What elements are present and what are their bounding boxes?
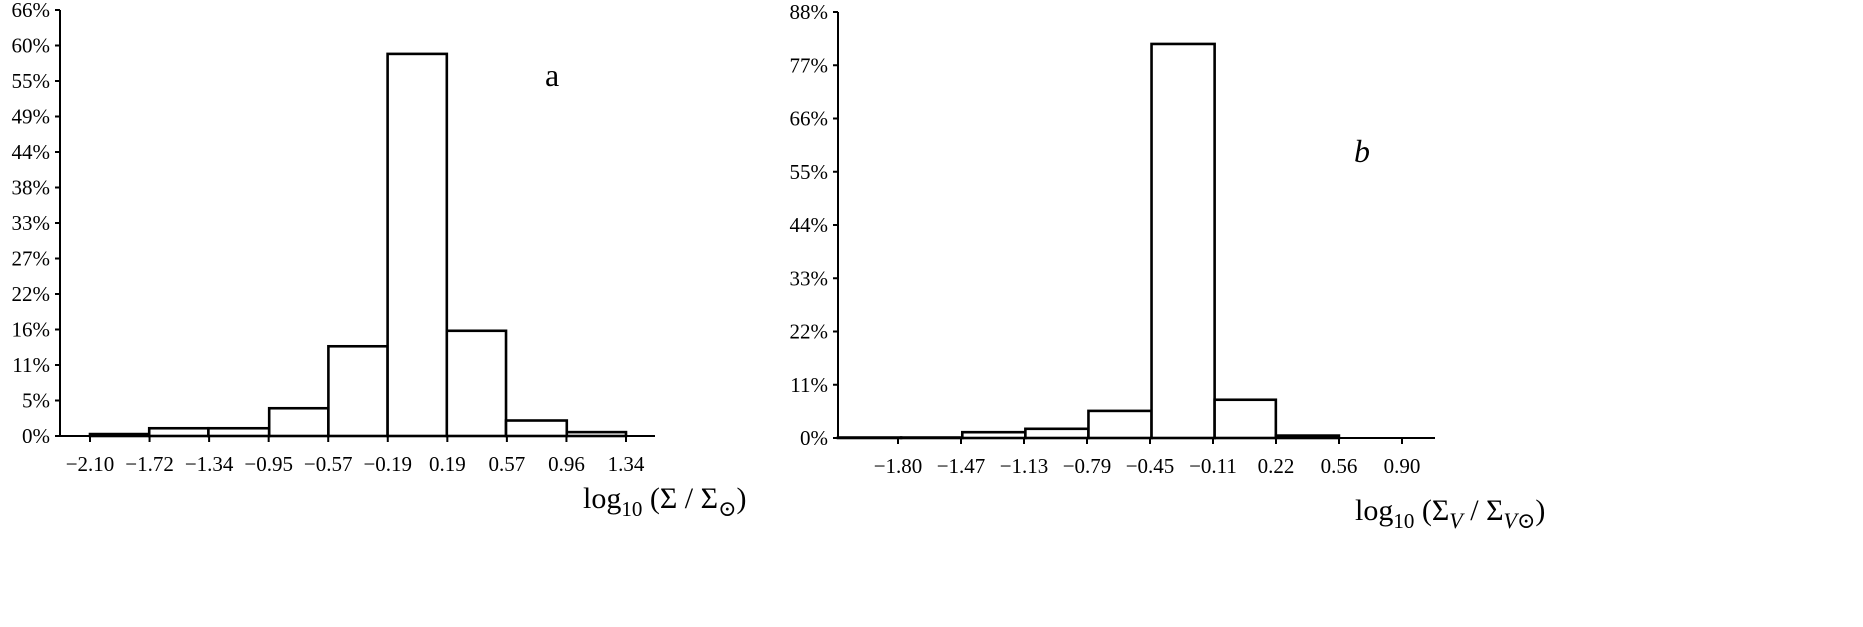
- x-tick-label-b-4: −0.45: [1126, 454, 1175, 478]
- y-tick-label-a-3: 16%: [12, 318, 51, 342]
- x-tick-label-a-7: 0.57: [489, 452, 526, 476]
- y-tick-label-b-3: 33%: [790, 266, 829, 290]
- x-tick-label-b-0: −1.80: [874, 454, 923, 478]
- y-tick-label-b-4: 44%: [790, 213, 829, 237]
- x-tick-label-a-3: −0.95: [244, 452, 293, 476]
- y-tick-label-a-0: 0%: [22, 424, 50, 448]
- bar-a-4: [327, 344, 389, 438]
- bar-a-6: [445, 329, 508, 438]
- y-tick-label-a-9: 49%: [12, 105, 51, 129]
- y-tick-label-a-2: 11%: [12, 353, 50, 377]
- bar-a-3: [267, 406, 330, 438]
- x-axis-label-a: log10 (Σ / Σ⊙): [583, 482, 747, 521]
- x-tick-label-b-3: −0.79: [1063, 454, 1112, 478]
- y-tick-label-a-4: 22%: [12, 282, 51, 306]
- y-axis-b: 0% 11% 22% 33% 44% 55% 66% 77% 88%: [790, 0, 838, 450]
- x-label-mid-b: / Σ: [1463, 494, 1504, 527]
- bar-b-4: [1087, 409, 1153, 440]
- axis-lines-a: [59, 10, 655, 437]
- x-axis-b: −1.80 −1.47 −1.13 −0.79 −0.45 −0.11 0.22 0.56 0.…: [874, 438, 1421, 478]
- y-tick-label-a-12: 66%: [12, 0, 51, 22]
- x-tick-label-b-7: 0.56: [1321, 454, 1358, 478]
- x-tick-label-a-8: 0.96: [548, 452, 585, 476]
- histogram-panel-a: 0% 5% 11% 16% 22% 27% 33% 38% 44% 49% 55% 60% 66% −2…: [12, 0, 747, 521]
- x-label-close-a: ): [737, 482, 747, 515]
- x-tick-label-a-5: −0.19: [363, 452, 412, 476]
- x-tick-label-b-1: −1.47: [937, 454, 986, 478]
- axis-lines-b: [837, 12, 1435, 439]
- bar-b-5: [1150, 42, 1216, 440]
- y-tick-label-b-0: 0%: [800, 426, 828, 450]
- panel-label-a: a: [545, 57, 559, 93]
- x-label-base-a: log: [583, 482, 621, 515]
- x-label-open-a: (Σ / Σ: [642, 482, 718, 515]
- x-tick-label-a-9: 1.34: [608, 452, 645, 476]
- x-tick-label-b-6: 0.22: [1258, 454, 1295, 478]
- bars-b: [836, 42, 1341, 440]
- x-axis-label-b: log10 (ΣV / ΣV⊙): [1355, 494, 1545, 533]
- x-label-sub2-a: ⊙: [718, 496, 736, 521]
- y-tick-label-b-1: 11%: [790, 373, 828, 397]
- y-axis-a: 0% 5% 11% 16% 22% 27% 33% 38% 44% 49% 55% 60% 66%: [12, 0, 60, 448]
- bar-b-6: [1213, 398, 1278, 440]
- x-tick-label-a-6: 0.19: [429, 452, 466, 476]
- y-tick-label-b-6: 66%: [790, 107, 829, 131]
- x-label-sub-a: 10: [621, 497, 642, 521]
- y-tick-label-b-7: 77%: [790, 53, 829, 77]
- bar-b-3: [1024, 427, 1090, 440]
- bar-a-1: [147, 426, 210, 438]
- y-tick-label-b-2: 22%: [790, 320, 829, 344]
- x-tick-label-a-1: −1.72: [125, 452, 174, 476]
- bars-a: [88, 52, 628, 438]
- x-label-open-b: (Σ: [1414, 494, 1449, 527]
- y-tick-label-a-10: 55%: [12, 69, 51, 93]
- y-tick-label-a-1: 5%: [22, 389, 50, 413]
- x-label-base-b: log: [1355, 494, 1393, 527]
- y-tick-label-b-5: 55%: [790, 160, 829, 184]
- y-tick-label-a-7: 38%: [12, 176, 51, 200]
- x-label-sub-b: 10: [1393, 509, 1414, 533]
- x-tick-label-b-2: −1.13: [1000, 454, 1049, 478]
- x-label-sub2-b: V⊙: [1504, 508, 1536, 533]
- x-tick-label-b-5: −0.11: [1189, 454, 1237, 478]
- y-tick-label-a-6: 33%: [12, 211, 51, 235]
- y-tick-label-a-5: 27%: [12, 247, 51, 271]
- x-label-sub1-b: V: [1449, 508, 1465, 533]
- x-tick-label-a-4: −0.57: [304, 452, 353, 476]
- x-tick-label-a-2: −1.34: [185, 452, 234, 476]
- panel-label-b: b: [1354, 133, 1370, 169]
- bar-a-2: [207, 426, 271, 438]
- x-tick-label-a-0: −2.10: [66, 452, 115, 476]
- y-tick-label-b-8: 88%: [790, 0, 829, 24]
- bar-a-7: [504, 419, 569, 438]
- bar-a-5: [386, 52, 449, 438]
- x-label-close-b: ): [1535, 494, 1545, 527]
- y-tick-label-a-11: 60%: [12, 34, 51, 58]
- x-tick-label-b-8: 0.90: [1384, 454, 1421, 478]
- histogram-panel-b: 0%11%22%33%44%55%66%77%88% −1.80 −1.47 −1.…: [790, 0, 1546, 533]
- x-axis-a: −2.10 −1.72 −1.34 −0.95 −0.57 −0.19 0.19 0.57 0.…: [66, 436, 645, 476]
- y-tick-label-a-8: 44%: [12, 140, 51, 164]
